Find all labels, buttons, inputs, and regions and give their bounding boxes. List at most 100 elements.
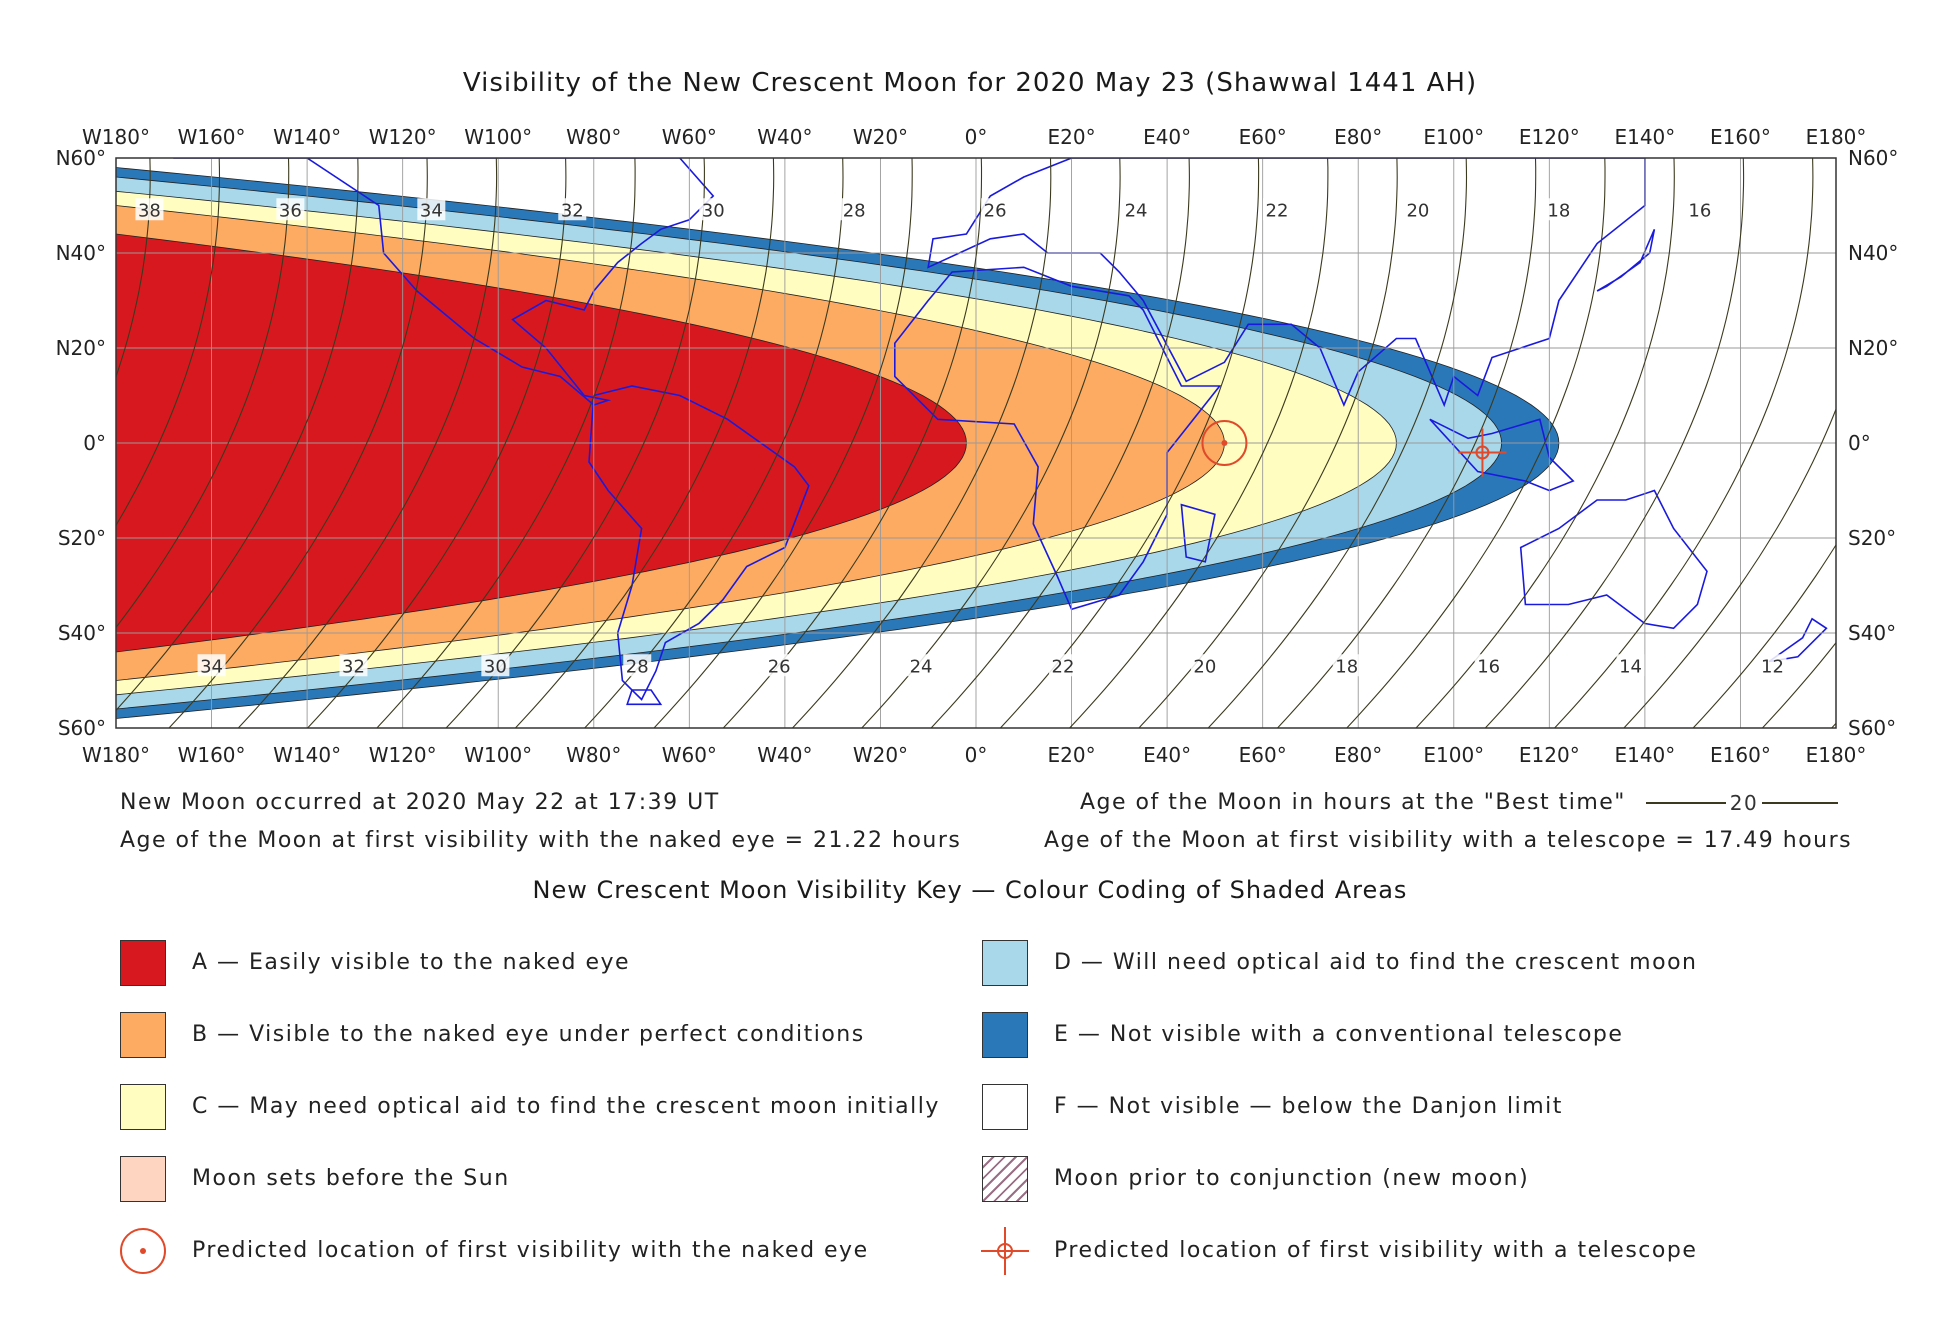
lon-tick-top: E140° — [1614, 125, 1675, 149]
moon-age-contour — [514, 158, 775, 728]
lon-tick-top: E40° — [1143, 125, 1191, 149]
moon-age-contour — [237, 158, 498, 728]
lon-tick-top: W80° — [566, 125, 621, 149]
key-label: D — Will need optical aid to find the cr… — [1054, 950, 1698, 975]
marker-ring — [1201, 420, 1248, 466]
moon-age-label: 28 — [623, 654, 652, 677]
key-label: E — Not visible with a conventional tele… — [1054, 1022, 1624, 1047]
lat-tick-right: N20° — [1848, 336, 1898, 360]
marker-dot — [1221, 440, 1228, 446]
lat-tick-right: N40° — [1848, 241, 1898, 265]
lon-tick-top: E60° — [1239, 125, 1287, 149]
lon-tick-bottom: E60° — [1239, 743, 1287, 767]
moon-age-label-text: 16 — [1688, 200, 1711, 221]
moon-age-label-text: 18 — [1547, 200, 1570, 221]
moon-age-label: 22 — [1263, 198, 1291, 221]
telescope-marker-icon — [981, 1227, 1029, 1275]
lon-tick-top: E100° — [1423, 125, 1484, 149]
color-swatch — [982, 940, 1028, 986]
map-frame — [115, 157, 1837, 729]
moon-age-contour — [653, 158, 913, 728]
moon-age-contour — [376, 158, 636, 728]
moon-age-contour — [1623, 407, 1836, 728]
moon-age-label-box — [1263, 198, 1291, 221]
moon-age-label-text: 24 — [910, 656, 933, 677]
moon-age-contour — [1207, 158, 1468, 728]
lon-tick-top: E120° — [1519, 125, 1580, 149]
moon-age-label: 32 — [558, 198, 587, 221]
lon-tick-bottom: W140° — [273, 743, 341, 767]
lon-tick-bottom: W60° — [662, 743, 717, 767]
visibility-map: 38 36 34 32 30 28 26 24 22 20 18 16 34 32 30 28 26 24 22 20… — [0, 111, 1899, 776]
moon-age-label: 38 — [135, 198, 164, 221]
new-moon-time: New Moon occurred at 2020 May 22 at 17:3… — [120, 790, 720, 815]
lon-tick-top: E80° — [1334, 125, 1382, 149]
moon-age-label-text: 36 — [279, 200, 302, 221]
lon-tick-top: W140° — [273, 125, 341, 149]
key-label: B — Visible to the naked eye under perfe… — [192, 1022, 865, 1047]
moon-age-label-text: 20 — [1193, 656, 1216, 677]
moon-age-label-text: 16 — [1477, 656, 1500, 677]
moon-age-label: 32 — [339, 654, 368, 677]
color-swatch — [120, 1156, 166, 1202]
lon-tick-bottom: W80° — [566, 743, 621, 767]
moon-age-label-box — [907, 654, 936, 677]
moon-age-contour — [116, 158, 290, 629]
moon-age-label-box — [1685, 198, 1714, 221]
contour-sample-icon: 20 — [1646, 791, 1839, 815]
key-label: A — Easily visible to the naked eye — [192, 950, 631, 975]
moon-age-label-box — [1332, 654, 1361, 677]
moon-age-label-text: 12 — [1761, 656, 1784, 677]
moon-age-label: 18 — [1544, 198, 1573, 221]
lat-tick-right: N60° — [1848, 146, 1898, 170]
naked-eye-marker-icon — [120, 1228, 166, 1274]
lon-tick-top: E180° — [1806, 125, 1867, 149]
moon-age-contour — [0, 111, 81, 776]
color-swatch — [982, 1012, 1028, 1058]
lon-tick-bottom: E20° — [1048, 743, 1096, 767]
lat-tick-right: S20° — [1848, 526, 1896, 550]
best-time-legend: Age of the Moon in hours at the "Best ti… — [1080, 790, 1842, 815]
moon-age-label: 24 — [1122, 198, 1151, 221]
moon-age-label-box — [417, 198, 446, 221]
moon-age-contour — [1068, 158, 1329, 728]
moon-age-contour — [1692, 543, 1836, 728]
moon-age-contour — [930, 158, 1190, 728]
moon-age-label: 24 — [907, 654, 936, 677]
moon-age-contour — [1553, 158, 1814, 728]
moon-age-label-box — [699, 198, 728, 221]
lon-tick-top: E20° — [1048, 125, 1096, 149]
moon-age-label-box — [1544, 198, 1573, 221]
continent-outline — [1768, 617, 1828, 663]
moon-age-label-box — [1616, 654, 1645, 677]
moon-age-label: 12 — [1758, 654, 1787, 677]
map-title: Visibility of the New Crescent Moon for … — [462, 68, 1478, 98]
moon-age-label-text: 26 — [984, 200, 1007, 221]
moon-age-contour — [1346, 158, 1606, 728]
moon-age-label-text: 30 — [702, 200, 725, 221]
lat-tick-left: S60° — [58, 716, 106, 740]
moon-age-label-box — [1403, 198, 1432, 221]
color-swatch — [120, 1084, 166, 1130]
lat-tick-right: 0° — [1848, 431, 1871, 455]
lat-tick-left: N60° — [56, 146, 106, 170]
moon-age-label: 26 — [765, 654, 794, 677]
lon-tick-bottom: W180° — [82, 743, 150, 767]
lon-tick-bottom: W40° — [757, 743, 812, 767]
lat-tick-left: N40° — [56, 241, 106, 265]
lat-tick-left: N20° — [56, 336, 106, 360]
continent-outline — [1180, 503, 1216, 563]
lat-tick-left: S20° — [58, 526, 106, 550]
moon-age-label: 22 — [1048, 654, 1077, 677]
moon-age-label-text: 32 — [561, 200, 584, 221]
moon-age-label-box — [981, 198, 1010, 221]
lat-tick-right: S40° — [1848, 621, 1896, 645]
moon-age-label: 34 — [417, 198, 446, 221]
moon-age-label: 30 — [699, 198, 728, 221]
key-title: New Crescent Moon Visibility Key — Colou… — [532, 876, 1408, 904]
naked-eye-marker — [1201, 420, 1248, 466]
moon-age-contour — [1415, 158, 1675, 728]
moon-age-label: 16 — [1685, 198, 1714, 221]
key-label: Predicted location of first visibility w… — [192, 1238, 869, 1263]
moon-age-label-text: 34 — [200, 656, 223, 677]
